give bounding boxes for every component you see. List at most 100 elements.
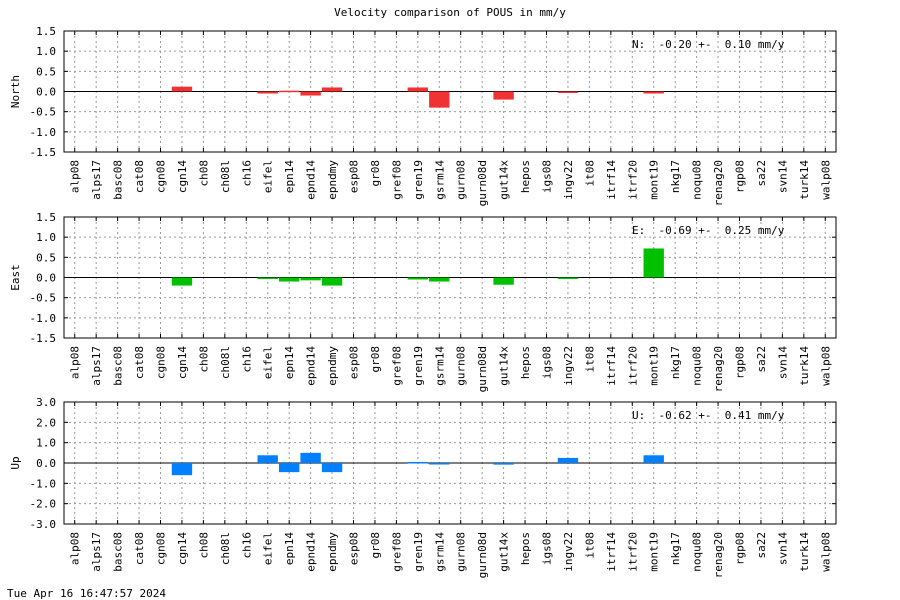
bar-epndmy [321, 277, 343, 286]
x-tick-label: mont19 [648, 532, 661, 572]
bar-gut14x [493, 91, 514, 100]
bar-mont19 [643, 91, 664, 94]
bar-mont19 [643, 248, 664, 278]
x-tick-label: ch08l [219, 160, 232, 193]
x-tick-label: ch08 [197, 532, 210, 559]
x-tick-label: basc08 [112, 346, 125, 386]
x-tick-label: eifel [262, 532, 275, 565]
x-tick-label: igs08 [541, 160, 554, 193]
x-tick-label: gurn08d [476, 532, 489, 578]
x-tick-label: gren19 [412, 346, 425, 386]
y-tick-label: -1.0 [30, 312, 57, 325]
x-tick-label: noqu08 [691, 346, 704, 386]
x-tick-label: hepos [519, 160, 532, 193]
x-tick-label: epnd14 [305, 160, 318, 200]
x-tick-label: sa22 [755, 532, 768, 559]
y-tick-label: 1.0 [36, 45, 56, 58]
x-tick-label: gref08 [390, 160, 403, 200]
x-tick-label: igs08 [541, 346, 554, 379]
x-tick-label: nkg17 [669, 160, 682, 193]
x-tick-label: svn14 [776, 532, 789, 565]
x-tick-label: gut14x [498, 532, 511, 572]
x-tick-label: hepos [519, 532, 532, 565]
x-tick-label: alps17 [90, 532, 103, 572]
x-tick-label: gsrm14 [433, 532, 446, 572]
x-tick-label: cgn08 [155, 160, 168, 193]
x-tick-label: cgn14 [176, 346, 189, 379]
y-axis-label: North [9, 75, 22, 108]
x-tick-label: ingv22 [562, 532, 575, 572]
x-tick-label: gref08 [390, 346, 403, 386]
x-tick-label: hepos [519, 346, 532, 379]
bar-mont19 [643, 455, 664, 463]
x-tick-label: walp08 [819, 160, 832, 200]
x-tick-label: cgn14 [176, 160, 189, 193]
x-tick-label: alp08 [69, 346, 82, 379]
x-tick-label: epn14 [283, 532, 296, 565]
x-tick-label: ch16 [240, 532, 253, 559]
x-tick-label: renag20 [712, 346, 725, 392]
y-axis-label: Up [9, 456, 22, 469]
x-tick-label: ch08 [197, 346, 210, 373]
x-tick-label: nkg17 [669, 346, 682, 379]
x-tick-label: gr08 [369, 160, 382, 187]
x-tick-label: esp08 [348, 346, 361, 379]
x-tick-label: turk14 [798, 532, 811, 572]
bar-gsrm14 [429, 463, 450, 465]
x-tick-label: gr08 [369, 532, 382, 559]
x-tick-label: epndmy [326, 346, 339, 386]
x-tick-label: turk14 [798, 160, 811, 200]
x-tick-label: itrf20 [626, 532, 639, 572]
bar-gren19 [407, 461, 429, 464]
x-tick-label: gurn08d [476, 346, 489, 392]
panel-east: -1.5 -1.0 -0.5 0.0 0.5 1.0 1.5 alp08 alps17 basc0… [9, 211, 837, 392]
x-tick-label: ch08l [219, 346, 232, 379]
x-tick-label: itrf14 [605, 346, 618, 386]
y-tick-label: -1.0 [30, 477, 57, 490]
bar-epnd14 [300, 452, 321, 463]
bar-epnd14 [300, 91, 321, 96]
x-tick-label: alp08 [69, 160, 82, 193]
y-tick-label: 0.0 [36, 272, 56, 285]
x-tick-label: cgn08 [155, 532, 168, 565]
bar-epndmy [321, 87, 343, 92]
x-tick-label: cat08 [133, 160, 146, 193]
x-tick-label: epnd14 [305, 346, 318, 386]
x-tick-label: mont19 [648, 160, 661, 200]
x-tick-label: esp08 [348, 160, 361, 193]
y-axis-label: East [9, 264, 22, 291]
x-tick-label: gurn08 [455, 346, 468, 386]
x-tick-label: it08 [583, 160, 596, 187]
x-tick-label: ch08 [197, 160, 210, 187]
x-tick-label: cat08 [133, 532, 146, 565]
stat-annotation: N: -0.20 +- 0.10 mm/y [632, 38, 785, 51]
bar-gsrm14 [429, 277, 450, 282]
x-tick-label: gurn08 [455, 160, 468, 200]
x-tick-label: gsrm14 [433, 160, 446, 200]
x-tick-label: basc08 [112, 532, 125, 572]
y-tick-label: 1.0 [36, 437, 56, 450]
x-tick-label: alps17 [90, 346, 103, 386]
bar-eifel [257, 91, 278, 94]
x-tick-label: gren19 [412, 160, 425, 200]
y-tick-label: 2.0 [36, 416, 56, 429]
x-tick-label: renag20 [712, 532, 725, 578]
y-tick-label: -1.5 [30, 332, 57, 345]
bar-cgn14 [171, 277, 193, 286]
bar-gut14x [493, 463, 514, 465]
x-tick-label: itrf14 [605, 160, 618, 200]
y-tick-label: 0.5 [36, 251, 56, 264]
x-tick-label: eifel [262, 346, 275, 379]
y-tick-label: 1.5 [36, 25, 56, 38]
page-title: Velocity comparison of POUS in mm/y [334, 6, 566, 19]
x-tick-label: turk14 [798, 346, 811, 386]
x-tick-label: sa22 [755, 160, 768, 187]
x-tick-label: epndmy [326, 532, 339, 572]
x-tick-label: cgn14 [176, 532, 189, 565]
x-tick-label: it08 [583, 346, 596, 373]
x-tick-label: walp08 [819, 346, 832, 386]
x-tick-label: alps17 [90, 160, 103, 200]
x-tick-label: sa22 [755, 346, 768, 373]
x-tick-label: gren19 [412, 532, 425, 572]
x-tick-label: ingv22 [562, 346, 575, 386]
